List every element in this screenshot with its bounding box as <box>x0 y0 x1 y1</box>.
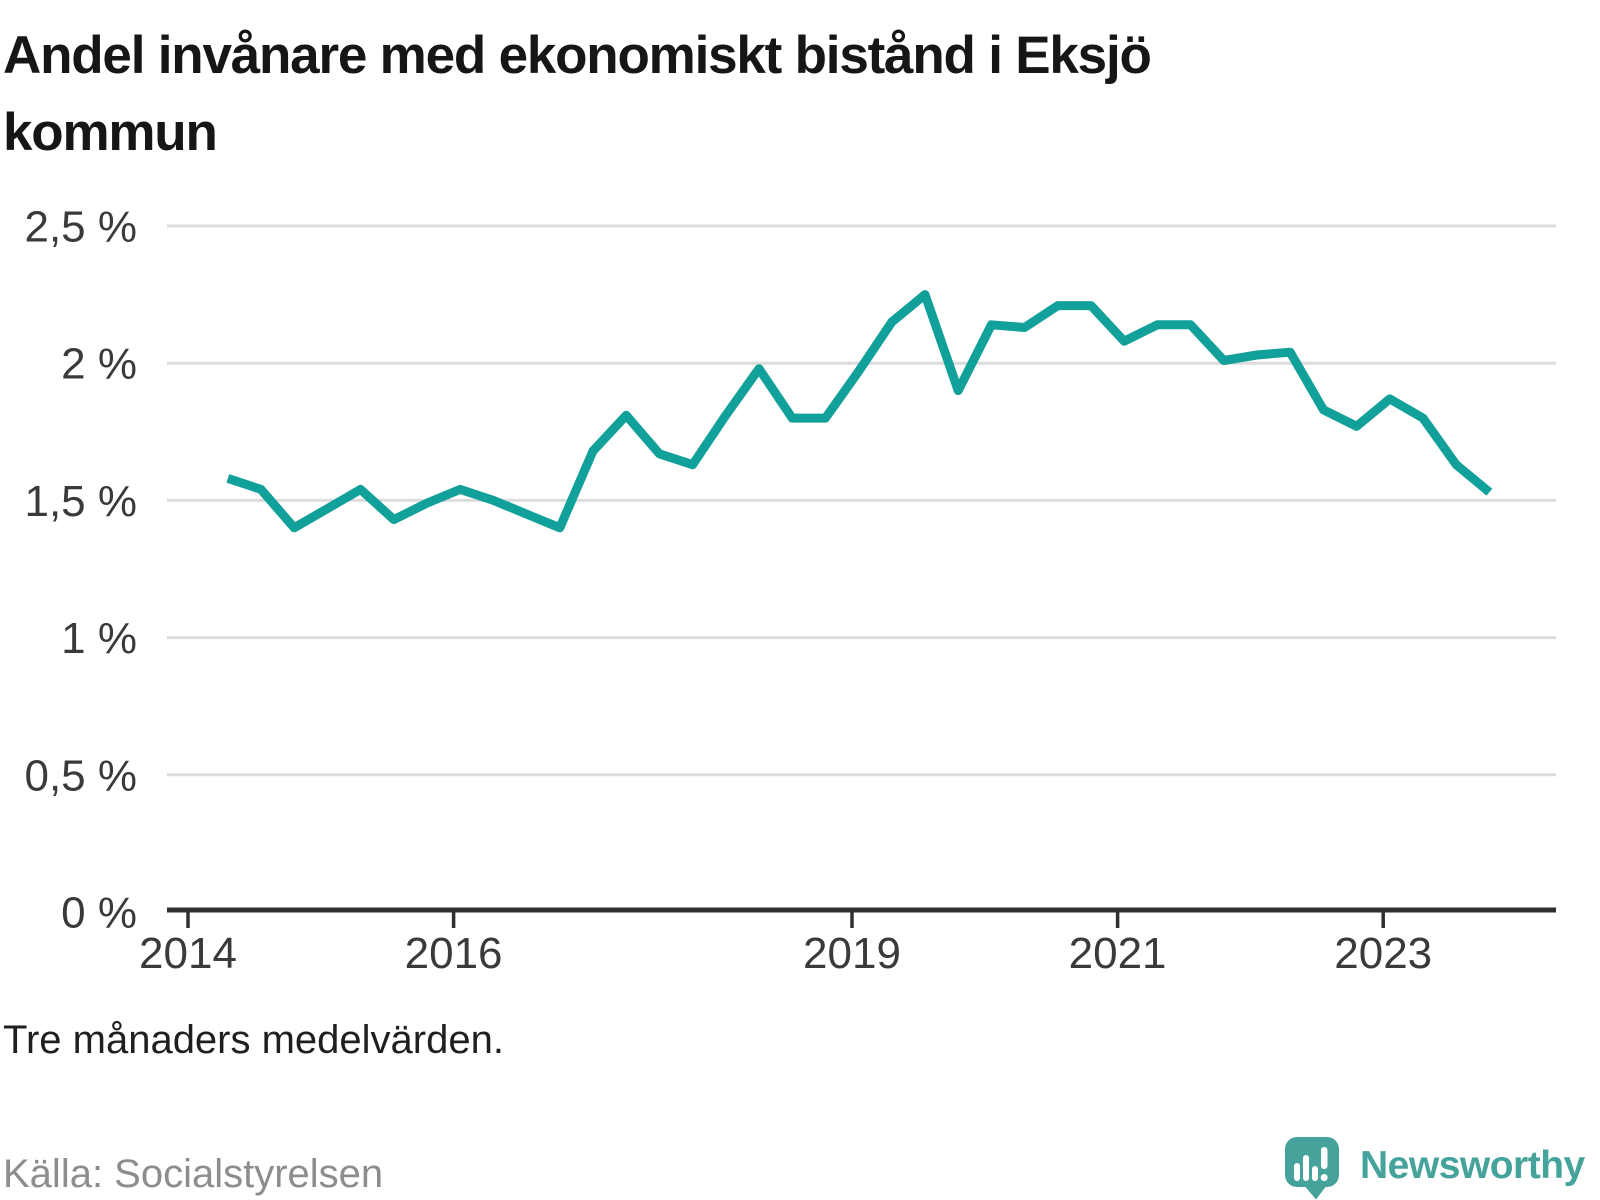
title-line-1: Andel invånare med ekonomiskt bistånd i … <box>3 26 1152 85</box>
y-axis-label: 1 % <box>61 614 137 663</box>
x-axis-label: 2016 <box>405 929 503 978</box>
y-axis-label: 0 % <box>61 889 137 938</box>
x-axis-label: 2021 <box>1069 929 1167 978</box>
line-chart: 0 % 0,5 % 1 % 1,5 % 2 % 2,5 % 2014 2016 2019 2021… <box>24 203 1556 978</box>
title-line-2: kommun <box>3 103 218 162</box>
newsworthy-logo: Newsworthy <box>1285 1137 1585 1200</box>
y-axis-label: 2 % <box>61 340 137 389</box>
chart-footnote: Tre månaders medelvärden. <box>3 1018 504 1062</box>
newsworthy-logo-text: Newsworthy <box>1360 1144 1585 1187</box>
x-axis-label: 2014 <box>139 929 237 978</box>
x-axis-label: 2019 <box>803 929 901 978</box>
y-axis-label: 2,5 % <box>24 203 137 252</box>
y-axis-label: 0,5 % <box>24 751 137 800</box>
source-label: Källa: Socialstyrelsen <box>3 1152 384 1196</box>
x-axis-label: 2023 <box>1334 929 1432 978</box>
newsworthy-logo-icon <box>1285 1137 1339 1200</box>
data-line <box>226 290 1493 533</box>
y-axis-label: 1,5 % <box>24 477 137 526</box>
page-title: Andel invånare med ekonomiskt bistånd i … <box>3 17 1583 171</box>
